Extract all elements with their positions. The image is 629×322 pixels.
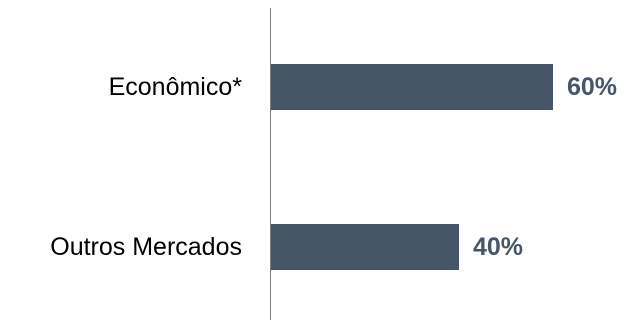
category-labels-group: Econômico* Outros Mercados bbox=[50, 73, 242, 261]
category-label-0: Econômico* bbox=[109, 73, 243, 101]
category-label-1: Outros Mercados bbox=[50, 233, 242, 261]
value-label-0: 60% bbox=[567, 73, 617, 101]
bar-1 bbox=[271, 224, 459, 270]
bar-0 bbox=[271, 64, 553, 110]
value-label-1: 40% bbox=[473, 233, 523, 261]
bars-group bbox=[271, 64, 553, 270]
value-labels-group: 60% 40% bbox=[473, 73, 617, 261]
